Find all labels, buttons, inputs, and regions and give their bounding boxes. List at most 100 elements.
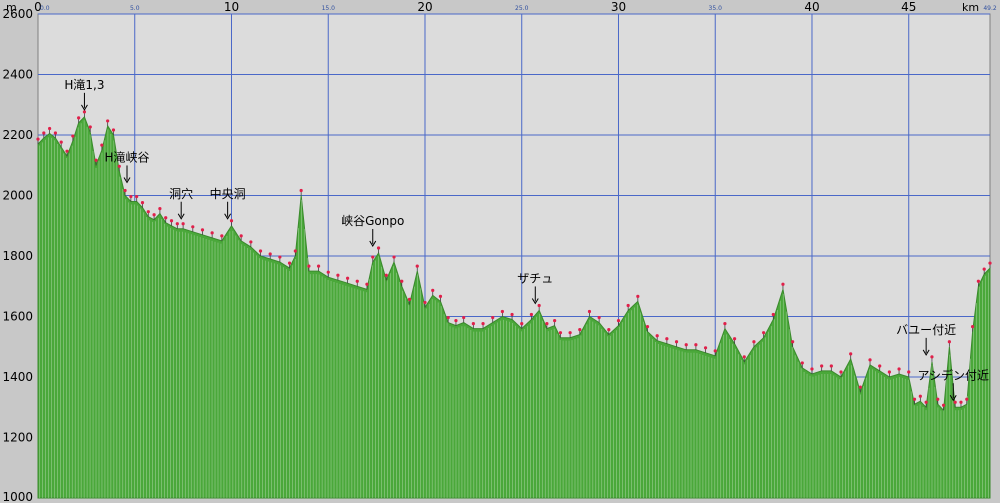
waypoint-point [742, 355, 746, 359]
waypoint-point [982, 267, 986, 271]
waypoint-point [48, 126, 52, 131]
y-tick-label: 1600 [2, 310, 33, 324]
annotation-label: H滝1,3 [64, 78, 104, 92]
waypoint-point [249, 240, 253, 244]
waypoint-point [771, 312, 775, 317]
x-minor-tick-label: 35.0 [709, 5, 723, 12]
waypoint-point [299, 188, 303, 193]
waypoint-point [947, 340, 951, 344]
waypoint-point [307, 264, 311, 268]
waypoint-point [454, 318, 458, 323]
waypoint-point [82, 110, 87, 114]
waypoint-point [158, 207, 162, 211]
x-major-tick-label: 45 [901, 0, 916, 14]
waypoint-point [897, 367, 901, 371]
x-major-tick-label: 30 [611, 0, 626, 14]
waypoint-point [587, 309, 592, 314]
waypoint-point [371, 255, 375, 259]
waypoint-point [529, 312, 534, 317]
waypoint-point [597, 315, 601, 320]
annotation-arrow-head [369, 240, 377, 247]
annotation-label: 中央洞 [210, 186, 246, 201]
waypoint-point [164, 216, 168, 220]
waypoint-point [578, 328, 582, 332]
waypoint-point [293, 249, 297, 253]
waypoint-point [810, 367, 814, 371]
x-minor-tick-label: 5.0 [130, 5, 140, 12]
waypoint-point [210, 231, 214, 235]
x-minor-tick-label: 0.0 [40, 5, 50, 12]
waypoint-point [220, 234, 224, 238]
x-minor-tick-label: 15.0 [322, 5, 336, 12]
waypoint-point [117, 164, 121, 168]
y-tick-label: 2000 [2, 189, 33, 203]
waypoint-point [481, 322, 485, 326]
waypoint-point [181, 222, 185, 226]
waypoint-point [152, 213, 156, 217]
waypoint-point [645, 325, 650, 329]
y-tick-label: 1800 [2, 249, 33, 263]
waypoint-point [415, 264, 419, 268]
waypoint-point [924, 400, 928, 404]
waypoint-point [616, 318, 621, 323]
waypoint-point [169, 219, 174, 223]
waypoint-markers [36, 110, 992, 411]
waypoint-point [849, 352, 853, 356]
waypoint-point [800, 361, 804, 365]
waypoint-point [500, 309, 504, 314]
waypoint-point [65, 149, 69, 153]
annotation-arrow-head [949, 394, 957, 402]
waypoint-point [988, 261, 992, 265]
waypoint-point [520, 322, 524, 326]
waypoint-point [268, 252, 272, 256]
waypoint-point [258, 249, 263, 253]
annotation-label: ザチュ [517, 271, 553, 285]
waypoint-point [278, 255, 282, 259]
annotation-label: H滝峡谷 [104, 150, 149, 164]
waypoint-point [553, 318, 557, 323]
waypoint-point [762, 331, 766, 335]
waypoint-point [438, 294, 443, 298]
waypoint-point [53, 131, 58, 135]
waypoint-point [423, 300, 427, 305]
waypoint-point [111, 128, 116, 132]
waypoint-point [471, 322, 475, 326]
waypoint-point [878, 364, 882, 368]
x-major-tick-label: 40 [804, 0, 819, 14]
waypoint-point [684, 343, 688, 347]
waypoint-point [626, 303, 630, 308]
y-tick-label: 2400 [2, 68, 33, 82]
waypoint-point [732, 337, 737, 341]
waypoint-point [200, 228, 205, 232]
y-tick-label: 1000 [2, 490, 33, 503]
waypoint-point [355, 279, 359, 283]
waypoint-point [510, 312, 514, 317]
y-tick-label: 1200 [2, 431, 33, 445]
waypoint-point [146, 210, 150, 214]
annotation-label: 峡谷Gonpo [341, 214, 404, 228]
waypoint-point [140, 201, 145, 205]
waypoint-point [918, 394, 922, 398]
waypoint-point [607, 328, 611, 332]
waypoint-point [868, 358, 872, 362]
elevation-hatch [39, 120, 989, 498]
annotation-arrow-head [922, 349, 930, 356]
waypoint-point [829, 364, 833, 368]
waypoint-point [287, 261, 292, 265]
annotation-arrow-head [177, 213, 185, 220]
x-major-tick-label: 0 [34, 0, 42, 14]
waypoint-point [59, 140, 63, 144]
waypoint-point [665, 337, 669, 341]
waypoint-point [912, 397, 917, 401]
waypoint-point [94, 158, 98, 162]
waypoint-point [636, 294, 640, 298]
waypoint-point [135, 194, 139, 199]
waypoint-point [123, 188, 127, 193]
waypoint-point [703, 346, 708, 350]
waypoint-point [446, 315, 450, 320]
waypoint-point [713, 349, 717, 353]
y-tick-label: 1400 [2, 370, 33, 384]
waypoint-point [239, 234, 243, 238]
waypoint-point [953, 400, 957, 404]
